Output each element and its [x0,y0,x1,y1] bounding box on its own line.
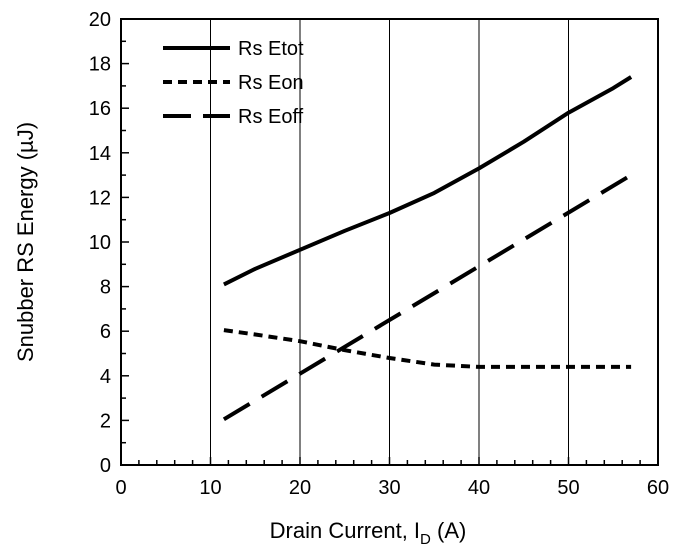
x-axis-title-suffix: (A) [431,518,466,543]
y-tick-label: 0 [100,455,111,477]
tick-layer: 0 10 20 30 40 50 60 0 2 4 6 8 10 12 14 16 18 20 [89,9,669,499]
x-tick-label: 10 [199,477,221,499]
legend-label: Rs Etot [238,38,304,60]
x-axis-title: Drain Current, ID (A) [270,518,467,548]
series-line-rs-etot [223,75,633,287]
x-tick-label: 30 [378,477,400,499]
legend: Rs Etot Rs Eon Rs Eoff [163,38,304,128]
x-tick-label: 50 [557,477,579,499]
x-tick-label: 40 [468,477,490,499]
series-line-rs-eon [223,328,632,369]
y-axis-title: Snubber RS Energy (µJ) [13,122,38,362]
y-tick-label: 18 [89,54,111,76]
x-axis-title-main: Drain Current, I [270,518,420,543]
legend-label: Rs Eon [238,72,304,94]
y-tick-label: 6 [100,321,111,343]
y-tick-label: 2 [100,410,111,432]
x-tick-label: 0 [115,477,126,499]
grid-layer [210,19,569,465]
y-tick-label: 16 [89,98,111,120]
x-tick-label: 60 [647,477,669,499]
x-axis-title-subscript: D [420,531,431,548]
legend-label: Rs Eoff [238,106,304,128]
y-tick-label: 8 [100,277,111,299]
series-line-rs-eoff [222,173,633,422]
y-tick-label: 4 [100,366,111,388]
y-tick-label: 12 [89,187,111,209]
series-layer [222,75,633,422]
y-tick-label: 20 [89,9,111,31]
y-tick-label: 10 [89,232,111,254]
y-tick-label: 14 [89,143,111,165]
x-tick-label: 20 [289,477,311,499]
